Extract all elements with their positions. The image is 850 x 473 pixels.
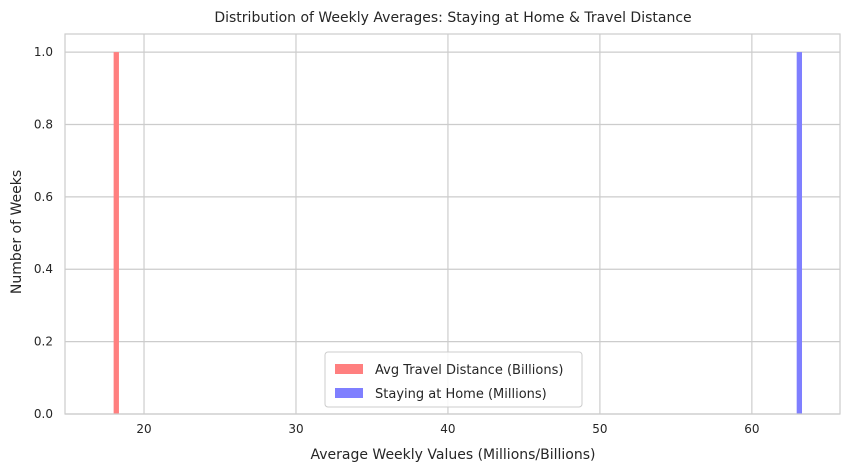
x-tick-label: 40 xyxy=(440,422,455,436)
bar-staying-at-home xyxy=(796,52,803,414)
plot-frame xyxy=(64,33,841,415)
bars xyxy=(113,52,803,414)
legend-box xyxy=(324,351,583,408)
y-axis-label: Number of Weeks xyxy=(9,170,25,294)
legend-swatch-home xyxy=(335,388,363,398)
x-tick-label: 50 xyxy=(592,422,607,436)
y-tick-label: 0.8 xyxy=(34,117,53,131)
x-tick-label: 30 xyxy=(288,422,303,436)
y-tick-label: 0.6 xyxy=(34,190,53,204)
y-tick-label: 0.4 xyxy=(34,262,53,276)
y-tick-label: 0.0 xyxy=(34,407,53,421)
legend-swatch-travel xyxy=(335,364,363,374)
legend-label-travel: Avg Travel Distance (Billions) xyxy=(375,363,563,378)
x-tick-label: 20 xyxy=(136,422,151,436)
legend-label-home: Staying at Home (Millions) xyxy=(375,387,547,402)
chart-title: Distribution of Weekly Averages: Staying… xyxy=(214,10,691,26)
y-axis-ticks: 0.0 0.2 0.4 0.6 0.8 1.0 xyxy=(34,45,53,421)
y-tick-label: 1.0 xyxy=(34,45,53,59)
y-tick-label: 0.2 xyxy=(34,335,53,349)
x-axis-ticks: 20 30 40 50 60 xyxy=(136,422,759,436)
bar-travel-distance xyxy=(113,52,119,414)
x-axis-label: Average Weekly Values (Millions/Billions… xyxy=(310,447,595,463)
x-tick-label: 60 xyxy=(744,422,759,436)
legend: Avg Travel Distance (Billions) Staying a… xyxy=(324,351,583,408)
